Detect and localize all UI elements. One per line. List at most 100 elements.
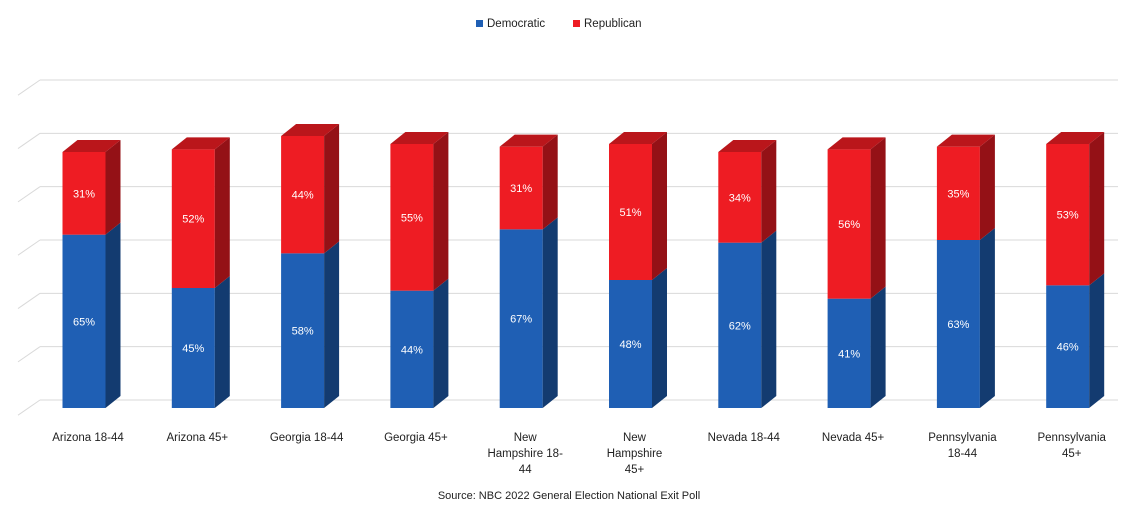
bar-front <box>609 280 652 408</box>
data-label: 31% <box>510 183 532 195</box>
bar-front <box>1046 144 1090 286</box>
x-tick-label: Arizona 18-44 <box>52 432 124 444</box>
x-tick-label-line: 18-44 <box>948 448 978 460</box>
bar-segment-republican <box>390 132 449 291</box>
source-note: Source: NBC 2022 General Election Nation… <box>438 490 700 502</box>
x-tick-label-line: 45+ <box>625 464 645 476</box>
bar-segment-democratic <box>718 230 777 408</box>
x-tick-label: Georgia 45+ <box>384 432 448 444</box>
x-tick-label: Georgia 18-44 <box>270 432 344 444</box>
data-label: 62% <box>729 320 751 332</box>
bar-front <box>390 144 434 291</box>
data-label: 31% <box>73 188 95 200</box>
bar-front <box>171 288 215 408</box>
x-tick-label: Pennsylvania 18-44 <box>928 432 997 460</box>
x-tick-label: Nevada 18-44 <box>708 432 781 444</box>
x-tick-label-line: 45+ <box>1062 448 1082 460</box>
x-tick-label-line: 44 <box>519 464 532 476</box>
x-tick-label-line: Nevada 45+ <box>822 432 885 444</box>
bar-side <box>324 124 340 254</box>
bar-front <box>718 242 762 408</box>
bar-top <box>1046 132 1105 144</box>
bar-side <box>433 132 449 291</box>
bar-side <box>542 134 558 230</box>
bar-front <box>62 234 106 408</box>
bar-front <box>936 240 980 408</box>
bar-segment-democratic <box>171 276 230 408</box>
bar-segment-democratic <box>827 286 886 408</box>
bar-segment-democratic <box>609 268 667 408</box>
x-tick-label-line: Hampshire 18- <box>487 448 563 460</box>
x-tick-label: Nevada 45+ <box>822 432 885 444</box>
bar-side <box>870 137 886 299</box>
bar-side <box>324 241 340 408</box>
data-label: 41% <box>838 348 860 360</box>
bar-segment-republican <box>1046 132 1105 286</box>
gridline-diagonal <box>17 399 41 416</box>
data-label: 65% <box>73 316 95 328</box>
bar-side <box>433 278 449 408</box>
bar-front <box>390 290 434 408</box>
bar-top <box>171 137 230 150</box>
data-label: 58% <box>292 326 314 338</box>
bar-front <box>1046 285 1090 408</box>
bar-front <box>827 298 871 408</box>
bar-side <box>652 132 667 280</box>
bar-segment-democratic <box>499 217 558 408</box>
x-tick-label: Arizona 45+ <box>166 432 228 444</box>
data-label: 48% <box>619 339 641 351</box>
bar-top <box>718 140 777 152</box>
legend: Democratic Republican <box>476 18 642 30</box>
bar-segment-democratic <box>281 241 340 408</box>
x-tick-label-line: New <box>623 432 647 444</box>
bar-side <box>652 268 667 408</box>
gridline-diagonal <box>17 79 41 96</box>
x-tick-label-line: Arizona 45+ <box>166 432 228 444</box>
x-tick-label-line: New <box>514 432 538 444</box>
bar-side <box>105 140 121 235</box>
x-tick-label: New Hampshire 18- 44 <box>487 432 563 476</box>
bar-side <box>1089 273 1105 408</box>
gridline-diagonal <box>17 292 41 309</box>
data-label: 63% <box>947 319 969 331</box>
x-tick-label: Pennsylvania 45+ <box>1037 432 1106 460</box>
x-axis: Arizona 18-44 Arizona 45+ Georgia 18-44 Geo… <box>52 432 1106 476</box>
bar-segment-republican <box>171 137 230 288</box>
bar-front <box>281 253 325 408</box>
data-label: 44% <box>292 190 314 202</box>
bar-segment-democratic <box>62 222 121 408</box>
x-tick-label-line: Nevada 18-44 <box>708 432 781 444</box>
bar-side <box>1089 132 1105 286</box>
bar-front <box>609 144 652 280</box>
data-label: 67% <box>510 314 532 326</box>
data-label: 53% <box>1057 210 1079 222</box>
bar-side <box>870 286 886 408</box>
bar-front <box>499 229 543 408</box>
legend-label: Republican <box>584 18 642 30</box>
legend-swatch <box>476 20 483 27</box>
bar-side <box>979 134 995 240</box>
x-tick-label-line: Georgia 18-44 <box>270 432 344 444</box>
bar-front <box>62 152 106 235</box>
data-label: 51% <box>619 207 641 219</box>
legend-item-republican: Republican <box>573 18 642 30</box>
bar-segment-democratic <box>936 228 995 408</box>
bar-segment-republican <box>936 134 995 240</box>
bar-side <box>214 137 230 288</box>
bar-segment-republican <box>609 132 667 280</box>
bars <box>62 124 1105 408</box>
data-label: 45% <box>182 343 204 355</box>
bar-top <box>62 140 121 152</box>
x-tick-label-line: Hampshire <box>607 448 663 460</box>
bar-segment-democratic <box>1046 273 1105 408</box>
bar-top <box>499 134 558 147</box>
bar-side <box>979 228 995 408</box>
gridline-diagonal <box>17 132 41 149</box>
bar-side <box>105 222 121 408</box>
bar-top <box>827 137 886 150</box>
bar-top <box>390 132 449 144</box>
bar-top <box>281 124 340 136</box>
bar-segment-democratic <box>390 278 449 408</box>
gridline-diagonal <box>17 239 41 256</box>
